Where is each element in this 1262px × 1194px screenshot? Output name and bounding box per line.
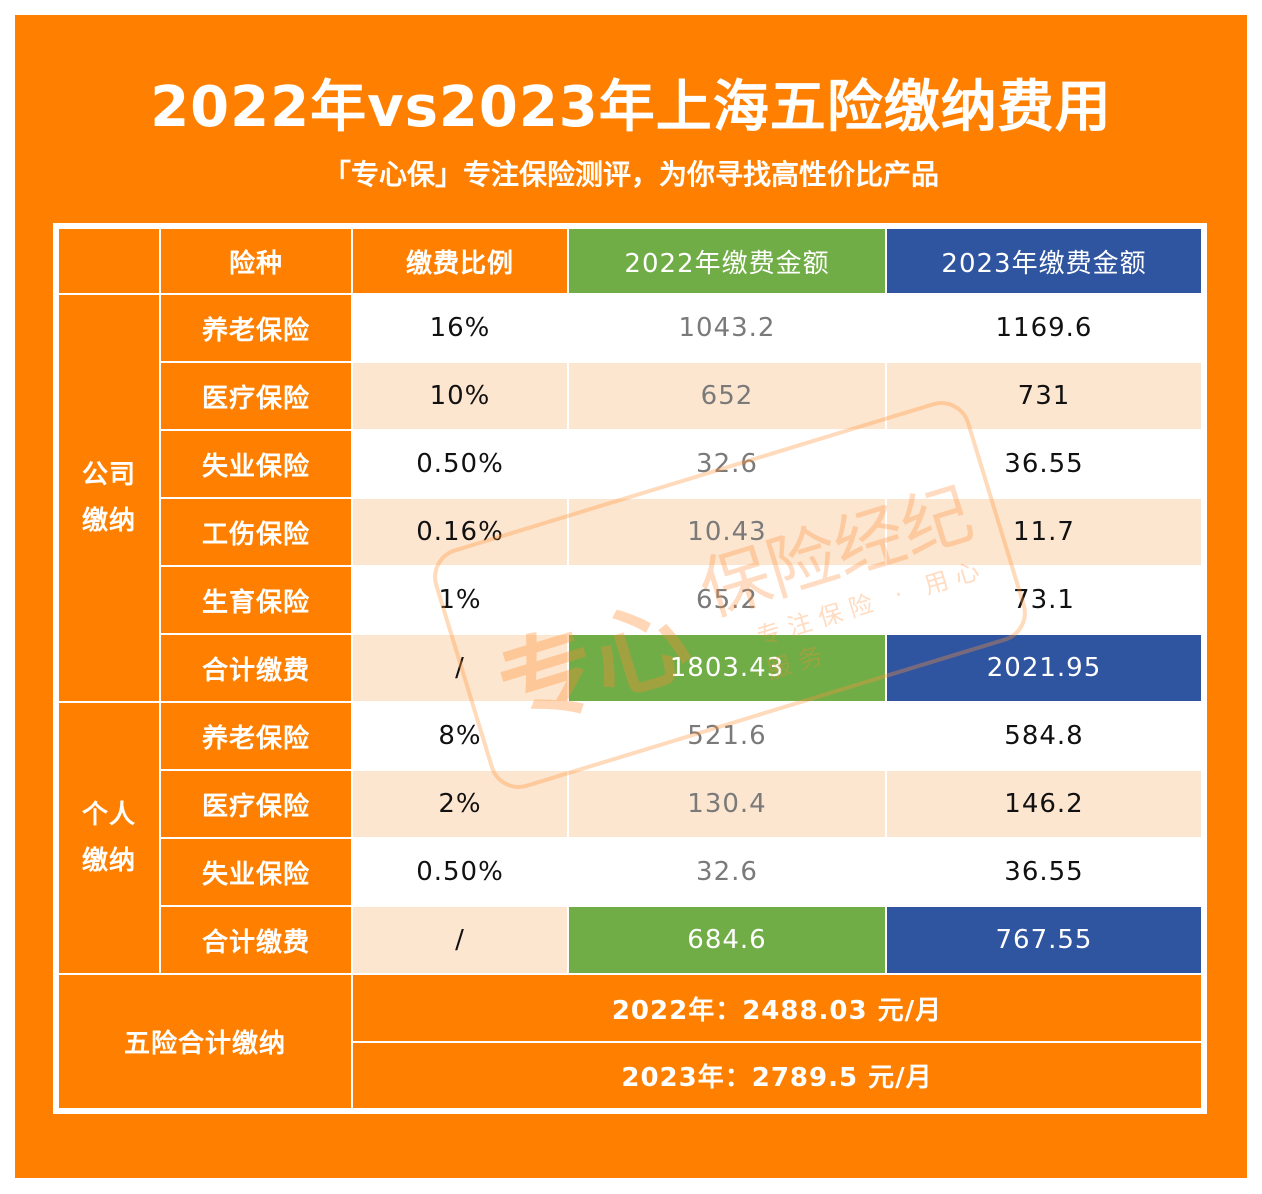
row-insurance-type: 医疗保险: [161, 363, 351, 429]
row-amount-2023: 36.55: [887, 839, 1201, 905]
row-rate: 8%: [353, 703, 567, 769]
row-insurance-type: 养老保险: [161, 295, 351, 361]
row-rate: 0.16%: [353, 499, 567, 565]
column-header: 缴费比例: [353, 229, 567, 293]
row-insurance-type: 生育保险: [161, 567, 351, 633]
summary-2022: 2022年：2488.03 元/月: [353, 975, 1201, 1041]
row-amount-2023: 36.55: [887, 431, 1201, 497]
row-rate: /: [353, 907, 567, 973]
insurance-table: 险种 缴费比例 2022年缴费金额 2023年缴费金额 公司 缴纳 养老保险 16% 1043.…: [53, 223, 1207, 1114]
column-header: 2022年缴费金额: [569, 229, 885, 293]
column-header: 2023年缴费金额: [887, 229, 1201, 293]
row-insurance-type: 医疗保险: [161, 771, 351, 837]
page-subtitle: 「专心保」专注保险测评，为你寻找高性价比产品: [322, 158, 939, 191]
group-label: 公司 缴纳: [59, 295, 159, 701]
row-rate: /: [353, 635, 567, 701]
row-amount-2022: 10.43: [569, 499, 885, 565]
row-insurance-type: 养老保险: [161, 703, 351, 769]
row-rate: 1%: [353, 567, 567, 633]
page-title: 2022年vs2023年上海五险缴纳费用: [150, 75, 1112, 140]
row-amount-2023: 146.2: [887, 771, 1201, 837]
row-insurance-type: 合计缴费: [161, 907, 351, 973]
row-amount-2022: 521.6: [569, 703, 885, 769]
row-rate: 16%: [353, 295, 567, 361]
group-label-line: 公司: [81, 460, 136, 490]
row-amount-2022: 1803.43: [569, 635, 885, 701]
row-amount-2023: 584.8: [887, 703, 1201, 769]
group-label-line: 个人: [81, 800, 136, 830]
header-corner: [59, 229, 159, 293]
row-amount-2022: 1043.2: [569, 295, 885, 361]
column-header: 险种: [161, 229, 351, 293]
group-label: 个人 缴纳: [59, 703, 159, 973]
summary-2023: 2023年：2789.5 元/月: [353, 1043, 1201, 1108]
summary-label: 五险合计缴纳: [59, 975, 351, 1108]
row-amount-2022: 32.6: [569, 431, 885, 497]
row-amount-2022: 130.4: [569, 771, 885, 837]
row-amount-2023: 731: [887, 363, 1201, 429]
row-amount-2022: 652: [569, 363, 885, 429]
row-amount-2023: 767.55: [887, 907, 1201, 973]
row-amount-2023: 1169.6: [887, 295, 1201, 361]
row-insurance-type: 工伤保险: [161, 499, 351, 565]
row-insurance-type: 失业保险: [161, 431, 351, 497]
row-amount-2022: 32.6: [569, 839, 885, 905]
group-label-line: 缴纳: [81, 506, 136, 536]
group-label-line: 缴纳: [81, 846, 136, 876]
row-rate: 10%: [353, 363, 567, 429]
row-insurance-type: 合计缴费: [161, 635, 351, 701]
row-amount-2023: 11.7: [887, 499, 1201, 565]
row-amount-2023: 2021.95: [887, 635, 1201, 701]
row-rate: 0.50%: [353, 839, 567, 905]
row-amount-2022: 65.2: [569, 567, 885, 633]
row-insurance-type: 失业保险: [161, 839, 351, 905]
row-rate: 2%: [353, 771, 567, 837]
row-amount-2023: 73.1: [887, 567, 1201, 633]
row-rate: 0.50%: [353, 431, 567, 497]
row-amount-2022: 684.6: [569, 907, 885, 973]
